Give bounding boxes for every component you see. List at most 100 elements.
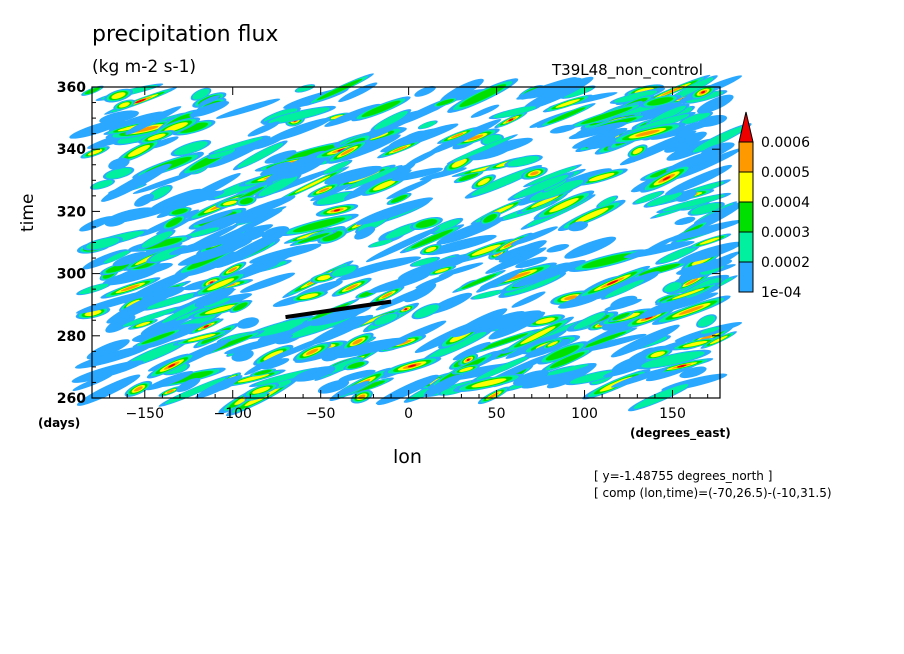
precip-cell (260, 358, 290, 370)
precip-cell (665, 220, 742, 242)
precip-cell (568, 221, 589, 232)
precip-cell (640, 94, 681, 108)
precip-cell (471, 174, 496, 190)
precip-cell (335, 260, 403, 282)
precip-cell (243, 315, 321, 339)
precip-cell (332, 381, 370, 398)
precip-cell (568, 121, 628, 140)
composite-line (285, 299, 392, 320)
precip-cell (565, 369, 621, 386)
precip-cell (69, 118, 126, 139)
chart-title: precipitation flux (92, 22, 279, 47)
precip-cell (317, 228, 348, 244)
precip-cell (331, 277, 372, 297)
precip-cell (328, 337, 408, 359)
precip-cell (623, 241, 695, 259)
precip-cell (309, 304, 372, 326)
precip-cell (579, 333, 647, 353)
precip-cell (640, 164, 694, 193)
precip-cell (100, 277, 161, 299)
precip-cell (572, 127, 628, 149)
precip-cell (375, 283, 435, 311)
precip-cell (382, 356, 442, 376)
precip-cell (643, 190, 686, 208)
precip-cell (650, 118, 720, 140)
precip-cell (451, 364, 481, 375)
precip-cell (655, 282, 722, 306)
colorbar-label: 1e-04 (761, 285, 801, 301)
precip-cell (479, 211, 501, 225)
precip-cell (104, 214, 128, 227)
precip-cell (304, 73, 374, 106)
units-subtitle: (kg m-2 s-1) (92, 57, 197, 77)
precip-cell (132, 328, 184, 348)
precip-cell (464, 164, 543, 199)
x-axis-ticks: −150 −100 −50 0 50 100 150 (109, 87, 709, 422)
precip-cell (656, 192, 732, 214)
precip-cell (453, 170, 484, 184)
precip-cell (178, 173, 241, 206)
x-tick-label: 0 (404, 406, 413, 422)
precip-cell (476, 268, 524, 293)
colorbar-extend-arrow (738, 111, 754, 143)
precip-cell (494, 243, 539, 261)
colorbar-segment (738, 231, 754, 263)
precip-cell (643, 348, 673, 361)
precip-cell (105, 314, 136, 333)
precip-cell (537, 341, 589, 365)
precip-cell (267, 117, 332, 142)
precip-cell (158, 386, 183, 397)
x-tick-label: −50 (306, 406, 336, 422)
precip-cell (102, 267, 160, 286)
precip-cell (452, 341, 491, 361)
precip-cell (398, 255, 470, 280)
precip-cell (410, 216, 443, 231)
precip-cell (102, 166, 135, 180)
precip-cell (324, 103, 381, 127)
precip-cell (609, 122, 686, 144)
precip-cell (294, 84, 316, 93)
precip-cell (399, 224, 465, 254)
precip-cell (113, 99, 136, 111)
precip-cell (488, 105, 541, 120)
precip-cell (655, 244, 700, 265)
precip-cell (456, 238, 517, 262)
precip-cell (344, 165, 403, 191)
run-name-label: T39L48_non_control (552, 61, 703, 79)
precip-cell (427, 265, 457, 276)
precip-cell (678, 111, 714, 126)
precip-cell (146, 352, 197, 379)
precip-cell (218, 261, 247, 278)
precip-cell (338, 369, 376, 382)
precip-cell (538, 363, 594, 377)
precip-cell (676, 189, 697, 202)
precip-cell (690, 84, 717, 100)
footnote-composite: [ comp (lon,time)=(-70,26.5)-(-10,31.5) (594, 486, 832, 500)
precip-cell (171, 119, 216, 136)
y-axis-ticks: 260 280 300 320 340 360 (57, 80, 720, 407)
precip-cell (601, 277, 649, 300)
precip-cell (146, 370, 194, 391)
precip-cell (485, 247, 547, 274)
precip-cell (82, 236, 123, 251)
colorbar-label: 0.0004 (761, 195, 810, 211)
precip-cell (260, 161, 292, 176)
precip-cell (172, 329, 231, 346)
precip-cell (367, 238, 395, 248)
precip-cell (199, 275, 224, 290)
precip-cell (604, 298, 642, 311)
precip-cell (697, 94, 734, 114)
precip-cell (229, 300, 252, 313)
precip-cell (538, 367, 589, 386)
precip-cell (236, 195, 257, 207)
precip-cell (596, 195, 619, 209)
precip-cell (221, 369, 286, 387)
x-axis-units: (degrees_east) (630, 426, 731, 440)
precip-cell (611, 355, 648, 373)
precip-cell (510, 226, 558, 246)
precip-cell (676, 259, 733, 275)
precip-cell (75, 306, 111, 320)
precip-cell (515, 256, 548, 269)
precip-cell (289, 290, 328, 303)
